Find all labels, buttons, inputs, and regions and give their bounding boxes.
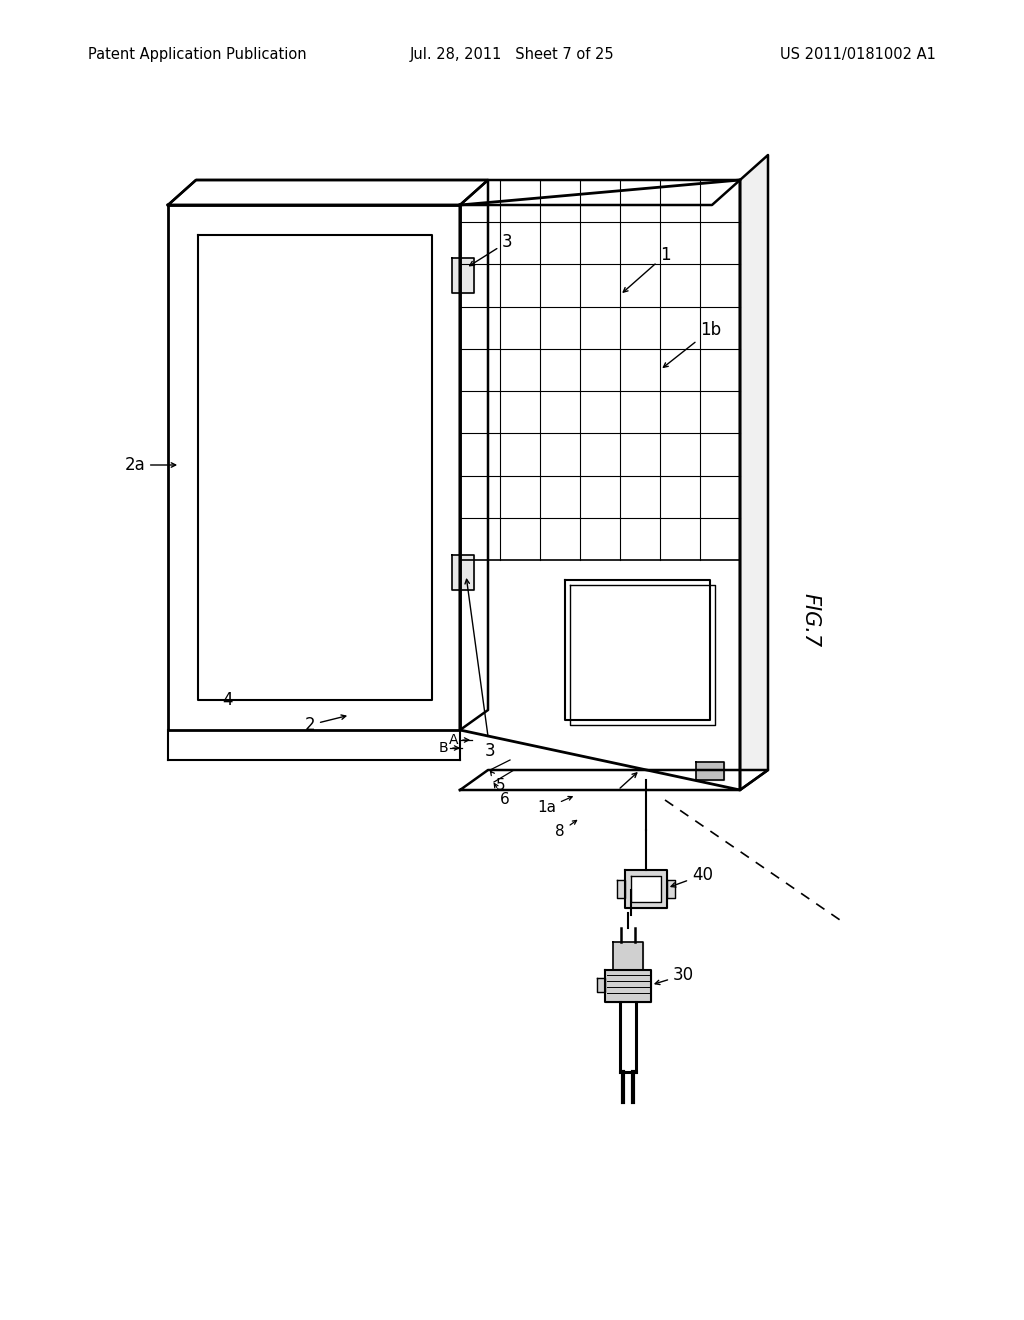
- Text: FIG.7: FIG.7: [800, 593, 820, 647]
- Polygon shape: [605, 970, 651, 1002]
- Text: 3: 3: [470, 234, 513, 265]
- Text: 2: 2: [304, 715, 346, 734]
- Polygon shape: [667, 880, 675, 898]
- Polygon shape: [452, 554, 474, 590]
- Text: 30: 30: [655, 966, 694, 985]
- Text: B: B: [438, 741, 449, 755]
- Text: 8: 8: [555, 821, 577, 840]
- Polygon shape: [168, 180, 488, 205]
- Polygon shape: [460, 770, 768, 789]
- Polygon shape: [168, 180, 740, 205]
- Text: 40: 40: [671, 866, 713, 887]
- Polygon shape: [625, 870, 667, 908]
- Text: 1a: 1a: [537, 796, 572, 816]
- Text: 4: 4: [222, 690, 232, 709]
- Polygon shape: [613, 942, 643, 970]
- Text: 5: 5: [490, 771, 506, 792]
- Text: A: A: [449, 733, 458, 747]
- Polygon shape: [597, 978, 605, 993]
- Polygon shape: [460, 180, 488, 730]
- Polygon shape: [696, 762, 724, 780]
- Polygon shape: [740, 154, 768, 789]
- Polygon shape: [168, 205, 460, 730]
- Text: 1: 1: [624, 246, 671, 292]
- Text: 1b: 1b: [664, 321, 721, 367]
- Text: Patent Application Publication: Patent Application Publication: [88, 48, 306, 62]
- Polygon shape: [631, 876, 662, 902]
- Text: US 2011/0181002 A1: US 2011/0181002 A1: [780, 48, 936, 62]
- Polygon shape: [452, 257, 474, 293]
- Text: Jul. 28, 2011   Sheet 7 of 25: Jul. 28, 2011 Sheet 7 of 25: [410, 48, 614, 62]
- Text: 3: 3: [465, 579, 496, 760]
- Text: 2a: 2a: [124, 455, 176, 474]
- Text: 6: 6: [495, 784, 510, 808]
- Polygon shape: [460, 180, 740, 789]
- Polygon shape: [617, 880, 625, 898]
